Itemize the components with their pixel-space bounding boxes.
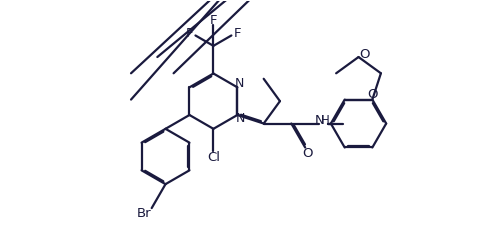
Text: O: O	[302, 147, 312, 160]
Text: F: F	[234, 27, 241, 40]
Text: F: F	[210, 14, 217, 27]
Text: Br: Br	[136, 207, 151, 220]
Text: O: O	[367, 88, 377, 101]
Text: N: N	[235, 77, 244, 90]
Text: Cl: Cl	[207, 151, 220, 164]
Text: N: N	[315, 114, 325, 127]
Text: O: O	[359, 48, 370, 60]
Text: N: N	[236, 112, 245, 125]
Text: F: F	[186, 27, 193, 40]
Text: H: H	[320, 114, 329, 127]
